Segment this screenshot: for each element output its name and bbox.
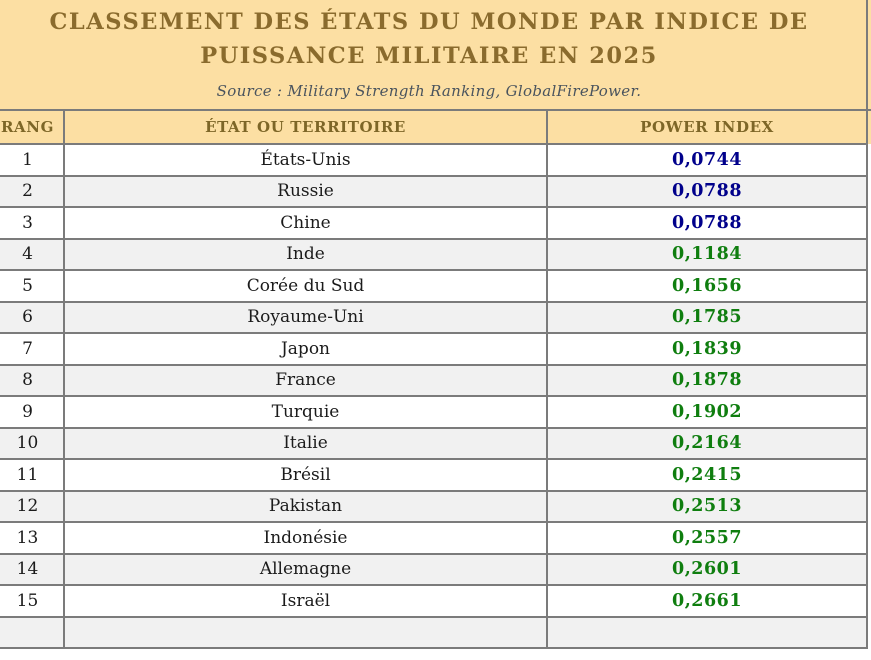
- table-row: 14 Allemagne 0,2601: [0, 552, 871, 586]
- title-row: CLASSEMENT DES ÉTATS DU MONDE PAR INDICE…: [0, 0, 871, 111]
- power-index-cell: 0,1902: [545, 395, 869, 429]
- table-row: 3 Chine 0,0788: [0, 206, 871, 240]
- cut-off-column: [866, 175, 871, 207]
- state-cell: Japon: [63, 332, 548, 366]
- power-index-cell: 0,0788: [545, 206, 869, 240]
- table-row: 15 Israël 0,2661: [0, 584, 871, 618]
- state-cell: Turquie: [63, 395, 548, 429]
- state-cell: Royaume-Uni: [63, 300, 548, 334]
- column-header-row: RANG ÉTAT OU TERRITOIRE POWER INDEX: [0, 109, 871, 145]
- column-header-rang: RANG: [0, 109, 65, 145]
- table-row: 5 Corée du Sud 0,1656: [0, 269, 871, 303]
- cut-off-column: [866, 427, 871, 459]
- column-header-etat-ou-territoire: ÉTAT OU TERRITOIRE: [63, 109, 548, 145]
- rank-cell: 7: [0, 332, 65, 366]
- table-row: 8 France 0,1878: [0, 363, 871, 397]
- rank-cell: 4: [0, 237, 65, 271]
- cut-off-column: [866, 301, 871, 333]
- table-row: 10 Italie 0,2164: [0, 426, 871, 460]
- cut-off-column: [866, 364, 871, 396]
- state-cell: Corée du Sud: [63, 269, 548, 303]
- table-row-partial: [0, 615, 871, 649]
- cut-off-column: [866, 238, 871, 270]
- rank-cell: 12: [0, 489, 65, 523]
- rank-cell: 5: [0, 269, 65, 303]
- rank-cell: 11: [0, 458, 65, 492]
- state-cell: Indonésie: [63, 521, 548, 555]
- table-row: 4 Inde 0,1184: [0, 237, 871, 271]
- state-cell: France: [63, 363, 548, 397]
- state-cell: Inde: [63, 237, 548, 271]
- cut-off-column: [866, 333, 871, 365]
- cut-off-column: [866, 616, 871, 648]
- cut-off-column: [866, 110, 871, 144]
- rank-cell: 15: [0, 584, 65, 618]
- rank-cell: 10: [0, 426, 65, 460]
- state-cell: Italie: [63, 426, 548, 460]
- rank-cell: 8: [0, 363, 65, 397]
- power-index-cell: 0,1785: [545, 300, 869, 334]
- table-title-block: CLASSEMENT DES ÉTATS DU MONDE PAR INDICE…: [0, 0, 869, 111]
- cut-off-column: [866, 553, 871, 585]
- cut-off-column: [866, 270, 871, 302]
- rank-cell: 2: [0, 174, 65, 208]
- column-header-power-index: POWER INDEX: [545, 109, 869, 145]
- page-title-line1: CLASSEMENT DES ÉTATS DU MONDE PAR INDICE…: [49, 9, 809, 35]
- state-cell: Allemagne: [63, 552, 548, 586]
- power-index-cell: 0,2557: [545, 521, 869, 555]
- power-index-cell: 0,2164: [545, 426, 869, 460]
- cut-off-column: [866, 459, 871, 491]
- rank-cell: 14: [0, 552, 65, 586]
- state-cell: États-Unis: [63, 143, 548, 177]
- table-row: 6 Royaume-Uni 0,1785: [0, 300, 871, 334]
- cut-off-column: [866, 0, 871, 111]
- table-row: 9 Turquie 0,1902: [0, 395, 871, 429]
- cut-off-column: [866, 585, 871, 617]
- rank-cell: [0, 615, 65, 649]
- page-title-line2: PUISSANCE MILITAIRE EN 2025: [200, 43, 658, 69]
- table-row: 12 Pakistan 0,2513: [0, 489, 871, 523]
- table-row: 13 Indonésie 0,2557: [0, 521, 871, 555]
- table-row: 7 Japon 0,1839: [0, 332, 871, 366]
- cut-off-column: [866, 144, 871, 176]
- cut-off-column: [866, 207, 871, 239]
- power-index-cell: 0,0744: [545, 143, 869, 177]
- table-row: 11 Brésil 0,2415: [0, 458, 871, 492]
- power-index-cell: 0,1839: [545, 332, 869, 366]
- state-cell: Pakistan: [63, 489, 548, 523]
- power-index-cell: [545, 615, 869, 649]
- rank-cell: 9: [0, 395, 65, 429]
- state-cell: [63, 615, 548, 649]
- state-cell: Russie: [63, 174, 548, 208]
- power-index-cell: 0,1656: [545, 269, 869, 303]
- power-index-cell: 0,2601: [545, 552, 869, 586]
- state-cell: Israël: [63, 584, 548, 618]
- power-index-cell: 0,1184: [545, 237, 869, 271]
- rank-cell: 1: [0, 143, 65, 177]
- table-row: 1 États-Unis 0,0744: [0, 143, 871, 177]
- power-index-cell: 0,2415: [545, 458, 869, 492]
- source-caption: Source : Military Strength Ranking, Glob…: [216, 82, 642, 100]
- cut-off-column: [866, 396, 871, 428]
- power-index-cell: 0,2513: [545, 489, 869, 523]
- rank-cell: 3: [0, 206, 65, 240]
- power-index-cell: 0,2661: [545, 584, 869, 618]
- power-index-cell: 0,1878: [545, 363, 869, 397]
- power-index-cell: 0,0788: [545, 174, 869, 208]
- cut-off-column: [866, 522, 871, 554]
- table-row: 2 Russie 0,0788: [0, 174, 871, 208]
- rank-cell: 13: [0, 521, 65, 555]
- cut-off-column: [866, 490, 871, 522]
- state-cell: Brésil: [63, 458, 548, 492]
- rank-cell: 6: [0, 300, 65, 334]
- state-cell: Chine: [63, 206, 548, 240]
